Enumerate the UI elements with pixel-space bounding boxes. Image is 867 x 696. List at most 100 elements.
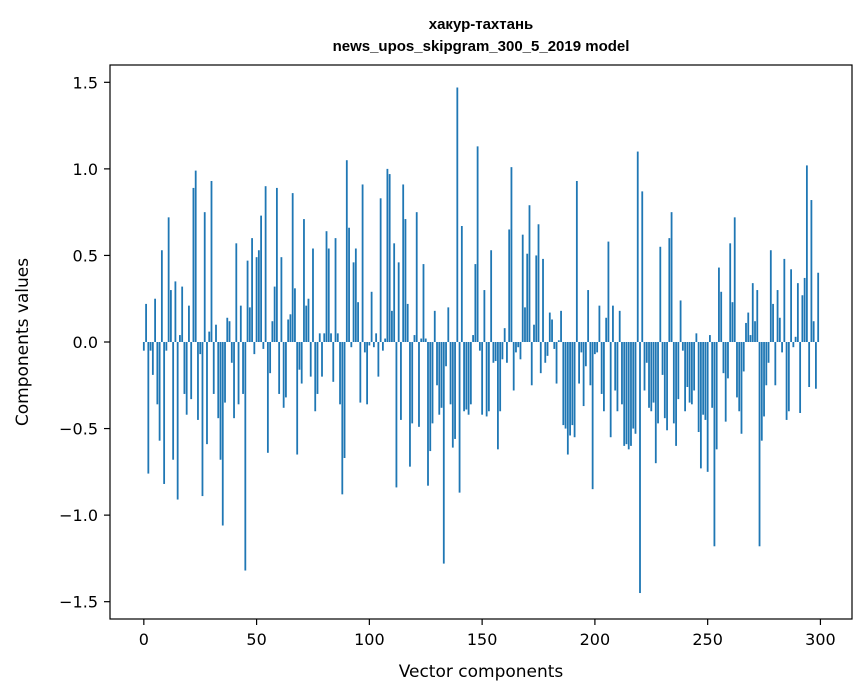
- bar: [548, 312, 551, 342]
- y-axis-ticks: −1.5 −1.0 −0.5 0.0 0.5 1.0 1.5: [59, 73, 110, 612]
- bar: [724, 342, 727, 422]
- bar: [343, 342, 346, 458]
- bar: [632, 342, 635, 429]
- bar: [192, 187, 195, 342]
- bar: [314, 342, 317, 412]
- bar: [381, 342, 384, 351]
- bar: [233, 342, 235, 419]
- bar: [248, 307, 251, 343]
- bar: [675, 342, 677, 446]
- bar: [285, 342, 287, 398]
- bar: [235, 243, 238, 342]
- bar: [388, 174, 391, 342]
- x-tick-label: 300: [805, 630, 836, 649]
- bar: [677, 342, 680, 400]
- bar: [483, 290, 486, 342]
- bar: [217, 342, 220, 419]
- bar: [465, 342, 468, 410]
- bar: [413, 335, 416, 342]
- bar: [630, 342, 632, 446]
- bar: [487, 342, 490, 412]
- bar: [715, 342, 718, 450]
- bar: [260, 215, 262, 342]
- bar: [190, 342, 193, 400]
- bar: [154, 298, 156, 342]
- bar: [266, 342, 269, 453]
- bar: [639, 342, 641, 594]
- bar: [582, 342, 585, 407]
- bar: [445, 342, 447, 367]
- bar: [690, 342, 693, 405]
- bar: [756, 290, 759, 342]
- bar: [670, 212, 673, 342]
- bar: [348, 227, 350, 342]
- bar: [765, 342, 768, 386]
- bar: [219, 342, 222, 460]
- bar: [282, 342, 285, 408]
- bar: [145, 303, 147, 342]
- bar: [697, 342, 700, 433]
- bar: [433, 310, 436, 342]
- bar: [706, 342, 709, 472]
- bar: [796, 283, 799, 342]
- bar: [794, 336, 797, 342]
- bar: [330, 333, 332, 342]
- bar: [305, 305, 308, 342]
- y-tick-label: −0.5: [59, 420, 98, 439]
- bar: [273, 286, 276, 342]
- bar: [736, 342, 738, 398]
- bar: [438, 342, 441, 415]
- bar: [418, 342, 420, 427]
- bar: [711, 342, 714, 408]
- bar: [449, 342, 452, 405]
- bar: [169, 290, 172, 342]
- bar: [490, 250, 493, 342]
- bar: [537, 224, 540, 342]
- y-tick-label: 1.0: [73, 160, 98, 179]
- bar: [303, 219, 305, 342]
- bar: [623, 342, 626, 446]
- bar: [163, 342, 166, 484]
- bar: [528, 205, 531, 342]
- bar: [147, 342, 150, 474]
- bar: [226, 317, 229, 342]
- bar: [309, 342, 312, 377]
- bar: [194, 170, 197, 342]
- bar: [327, 248, 330, 342]
- bar: [485, 342, 488, 417]
- bar: [672, 342, 675, 424]
- bar: [393, 243, 396, 342]
- x-axis-label: Vector components: [399, 662, 564, 682]
- bar: [501, 342, 504, 360]
- bar: [429, 342, 432, 452]
- bar: [792, 342, 795, 348]
- bar: [553, 342, 556, 349]
- bar: [352, 262, 355, 342]
- bar: [508, 229, 511, 342]
- bar: [544, 342, 547, 363]
- bar: [431, 342, 434, 424]
- bar: [312, 248, 314, 342]
- bar: [603, 342, 605, 412]
- bar: [763, 342, 765, 417]
- bar: [499, 342, 502, 412]
- bar: [476, 146, 479, 342]
- bar: [404, 219, 407, 342]
- bar: [769, 250, 772, 342]
- bar: [596, 342, 599, 353]
- bar: [291, 193, 294, 342]
- bar: [377, 342, 380, 377]
- bar: [271, 321, 274, 342]
- bar: [206, 342, 208, 445]
- bar: [253, 342, 256, 355]
- x-tick-label: 0: [139, 630, 149, 649]
- bar: [336, 333, 339, 342]
- bar: [361, 184, 364, 342]
- bar: [400, 342, 402, 420]
- bar: [345, 160, 348, 342]
- bar: [643, 342, 646, 391]
- bar: [688, 342, 691, 403]
- bar: [776, 290, 779, 342]
- bar: [758, 342, 761, 547]
